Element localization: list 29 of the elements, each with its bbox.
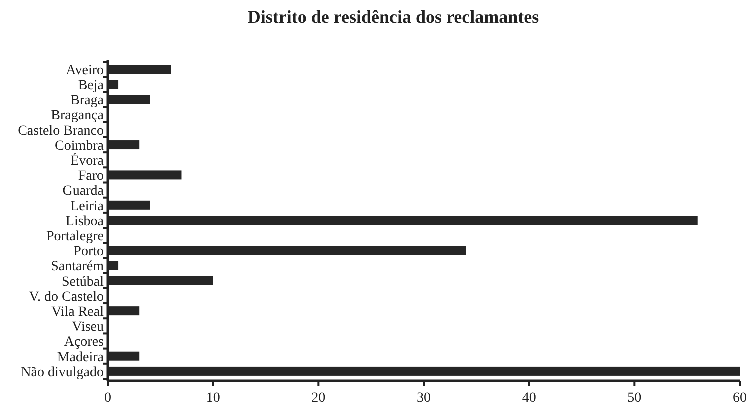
y-tick-label: Castelo Branco	[18, 124, 104, 139]
y-tick-label: Leiria	[70, 199, 105, 214]
x-tick-label: 30	[417, 391, 431, 406]
y-tick-label: V. do Castelo	[29, 290, 104, 305]
y-tick-label: Beja	[78, 78, 105, 94]
x-tick-label: 60	[733, 391, 747, 406]
y-tick-label: Santarém	[51, 260, 104, 275]
y-tick-label: Portalegre	[46, 229, 104, 244]
y-tick-label: Évora	[70, 152, 105, 170]
chart-title: Distrito de residência dos reclamantes	[248, 7, 540, 27]
y-tick-label: Aveiro	[66, 63, 104, 78]
y-tick-label: Bragança	[51, 108, 105, 124]
y-tick-label: Viseu	[72, 320, 104, 336]
x-tick-label: 40	[522, 391, 536, 406]
y-tick-label: Açores	[64, 335, 104, 350]
y-tick-label: Braga	[70, 94, 105, 109]
y-tick-label: Vila Real	[52, 304, 104, 320]
x-tick-label: 50	[628, 391, 642, 406]
y-tick-label: Não divulgado	[21, 365, 104, 380]
y-tick-label: Porto	[74, 244, 104, 260]
x-tick-label: 20	[312, 391, 326, 406]
x-tick-label: 0	[104, 391, 112, 406]
y-tick-label: Guarda	[62, 184, 105, 200]
y-tick-label: Madeira	[57, 350, 105, 366]
y-tick-label: Faro	[78, 169, 104, 184]
y-tick-label: Setúbal	[62, 274, 104, 290]
x-tick-label: 10	[206, 391, 220, 406]
y-tick-label: Lisboa	[66, 214, 105, 230]
y-tick-label: Coimbra	[55, 138, 105, 154]
